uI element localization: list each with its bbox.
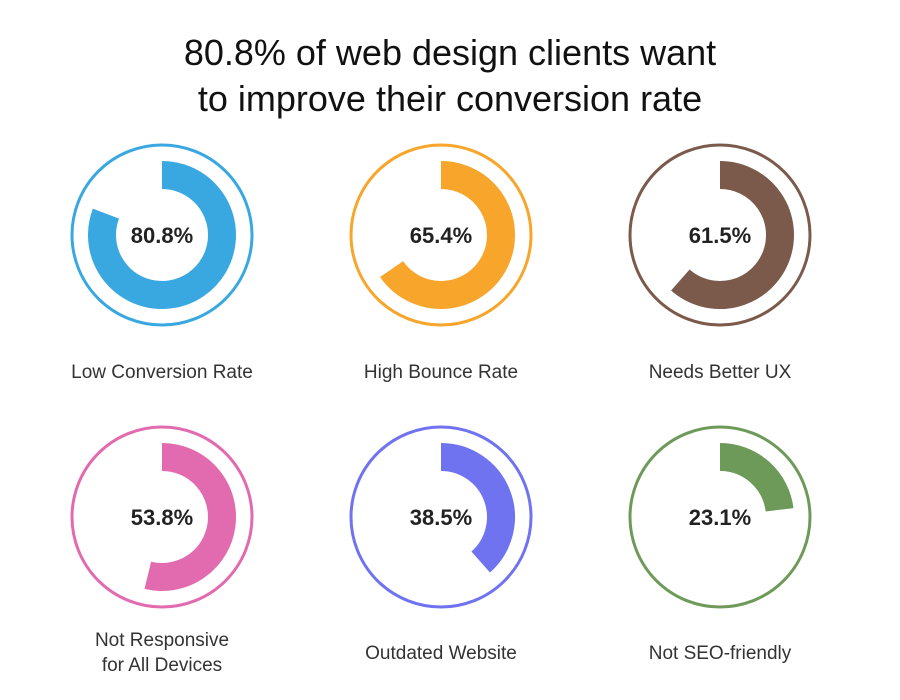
donut-value-label: 38.5% xyxy=(410,505,472,530)
donut-chart-6: 23.1% xyxy=(628,425,812,609)
donut-value-arc xyxy=(380,161,515,309)
donut-outer-ring xyxy=(349,425,533,609)
donut-value-arc xyxy=(719,443,794,513)
donut-category-label: Outdated Website xyxy=(365,643,517,664)
donut-category-label: High Bounce Rate xyxy=(363,362,519,383)
donut-value-label: 80.8% xyxy=(131,223,193,248)
donut-category-label: Not SEO-friendly xyxy=(648,643,792,664)
donut-value-arc xyxy=(144,443,236,591)
donut-category-label: Not Responsive for All Devices xyxy=(94,630,230,676)
chart-title: 80.8% of web design clients want to impr… xyxy=(0,30,900,122)
donut-value-arc xyxy=(671,161,794,309)
donut-category-label: Low Conversion Rate xyxy=(71,362,253,383)
chart-title-line-1: 80.8% of web design clients want xyxy=(183,32,717,73)
donut-outer-ring xyxy=(628,143,812,327)
donut-value-label: 23.1% xyxy=(689,505,751,530)
donut-chart-5: 38.5% xyxy=(349,425,533,609)
donut-value-label: 65.4% xyxy=(410,223,472,248)
donut-outer-ring xyxy=(628,425,812,609)
donut-chart-2: 65.4% xyxy=(349,143,533,327)
donut-chart-4: 53.8% xyxy=(70,425,254,609)
donut-value-label: 61.5% xyxy=(689,223,751,248)
donut-outer-ring xyxy=(349,143,533,327)
donut-value-arc xyxy=(88,161,236,309)
donut-value-label: 53.8% xyxy=(131,505,193,530)
donut-outer-ring xyxy=(70,425,254,609)
donut-category-label: Needs Better UX xyxy=(648,362,792,383)
donut-outer-ring xyxy=(70,143,254,327)
donut-chart-3: 61.5% xyxy=(628,143,812,327)
donut-chart-1: 80.8% xyxy=(70,143,254,327)
donut-value-arc xyxy=(440,443,515,573)
chart-title-line-2: to improve their conversion rate xyxy=(197,78,703,119)
